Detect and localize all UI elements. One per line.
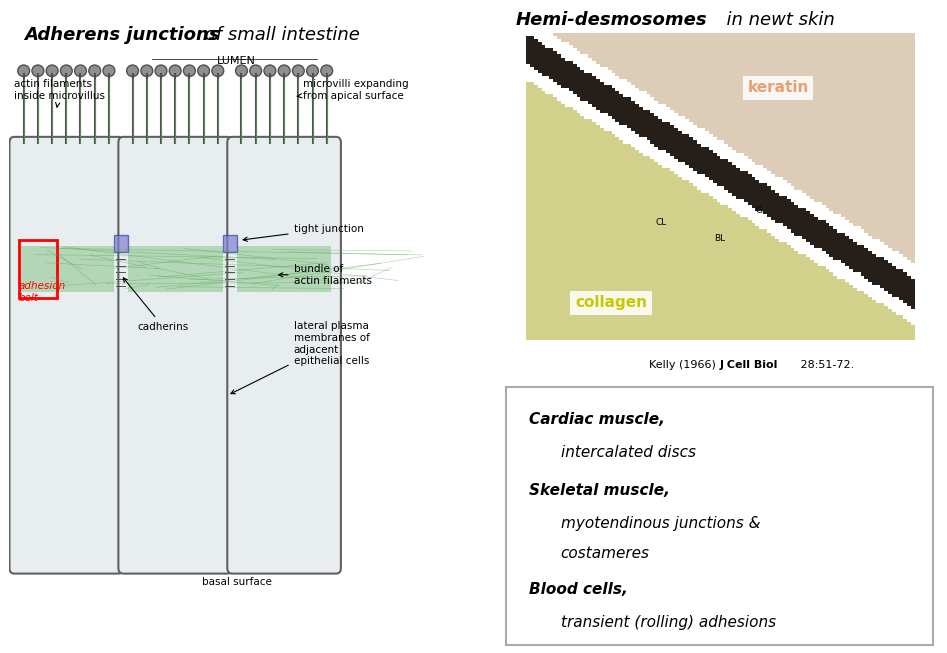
Ellipse shape bbox=[212, 65, 223, 76]
Ellipse shape bbox=[155, 65, 167, 76]
Text: bundle of
actin filaments: bundle of actin filaments bbox=[278, 264, 371, 285]
Ellipse shape bbox=[170, 65, 181, 76]
Text: Skeletal muscle,: Skeletal muscle, bbox=[528, 483, 670, 498]
Ellipse shape bbox=[89, 65, 100, 76]
Ellipse shape bbox=[32, 65, 44, 76]
Text: lateral plasma
membranes of
adjacent
epithelial cells: lateral plasma membranes of adjacent epi… bbox=[231, 321, 369, 394]
Text: tight junction: tight junction bbox=[243, 224, 364, 242]
Ellipse shape bbox=[127, 65, 138, 76]
Ellipse shape bbox=[250, 65, 261, 76]
Ellipse shape bbox=[264, 65, 276, 76]
Ellipse shape bbox=[236, 65, 247, 76]
Ellipse shape bbox=[278, 65, 290, 76]
Ellipse shape bbox=[61, 65, 72, 76]
Text: Kelly (1966): Kelly (1966) bbox=[650, 360, 720, 370]
Text: basal surface: basal surface bbox=[202, 577, 272, 587]
Text: G: G bbox=[755, 206, 762, 215]
Text: cadherins: cadherins bbox=[123, 278, 188, 332]
Ellipse shape bbox=[293, 65, 304, 76]
Text: actin filaments
inside microvillus: actin filaments inside microvillus bbox=[14, 80, 105, 107]
Text: Cardiac muscle,: Cardiac muscle, bbox=[528, 411, 665, 426]
Ellipse shape bbox=[141, 65, 152, 76]
Ellipse shape bbox=[184, 65, 195, 76]
Text: of small intestine: of small intestine bbox=[200, 26, 360, 44]
Ellipse shape bbox=[18, 65, 29, 76]
Text: LUMEN: LUMEN bbox=[217, 56, 257, 67]
Ellipse shape bbox=[321, 65, 332, 76]
Ellipse shape bbox=[46, 65, 58, 76]
Text: Blood cells,: Blood cells, bbox=[528, 582, 628, 597]
Text: intercalated discs: intercalated discs bbox=[561, 445, 696, 460]
Bar bbox=[19, 240, 57, 298]
Text: collagen: collagen bbox=[575, 295, 647, 310]
Bar bbox=[19, 246, 114, 292]
FancyBboxPatch shape bbox=[506, 387, 934, 645]
Text: costameres: costameres bbox=[561, 546, 650, 561]
Text: 28:51-72.: 28:51-72. bbox=[797, 360, 854, 370]
Text: in newt skin: in newt skin bbox=[715, 11, 835, 29]
Ellipse shape bbox=[103, 65, 115, 76]
Bar bbox=[128, 246, 223, 292]
Text: Adherens junctions: Adherens junctions bbox=[25, 26, 221, 44]
Text: adhesion
belt: adhesion belt bbox=[19, 281, 66, 303]
FancyBboxPatch shape bbox=[9, 137, 123, 573]
Text: myotendinous junctions &: myotendinous junctions & bbox=[561, 516, 760, 531]
Text: Hemi-desmosomes: Hemi-desmosomes bbox=[515, 11, 706, 29]
FancyBboxPatch shape bbox=[227, 137, 341, 573]
Text: J Cell Biol: J Cell Biol bbox=[720, 360, 778, 370]
Text: keratin: keratin bbox=[747, 80, 809, 95]
Bar bbox=[237, 246, 331, 292]
Bar bbox=[114, 234, 128, 252]
Ellipse shape bbox=[75, 65, 86, 76]
FancyBboxPatch shape bbox=[118, 137, 232, 573]
Text: CL: CL bbox=[656, 219, 667, 227]
Text: BL: BL bbox=[714, 234, 725, 243]
Ellipse shape bbox=[307, 65, 318, 76]
Bar bbox=[223, 234, 237, 252]
Text: transient (rolling) adhesions: transient (rolling) adhesions bbox=[561, 614, 776, 629]
Ellipse shape bbox=[198, 65, 209, 76]
Text: microvilli expanding
from apical surface: microvilli expanding from apical surface bbox=[297, 80, 409, 101]
